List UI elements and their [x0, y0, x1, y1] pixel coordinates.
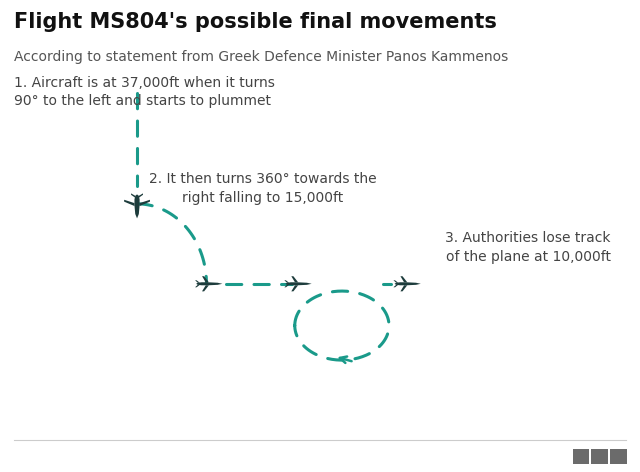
Polygon shape: [124, 200, 134, 206]
Text: 2. It then turns 360° towards the
right falling to 15,000ft: 2. It then turns 360° towards the right …: [148, 172, 376, 205]
Polygon shape: [195, 285, 200, 287]
Polygon shape: [131, 194, 135, 198]
Polygon shape: [394, 285, 398, 287]
Polygon shape: [401, 276, 407, 282]
Polygon shape: [195, 280, 200, 283]
Polygon shape: [394, 280, 398, 283]
Text: 1. Aircraft is at 37,000ft when it turns
90° to the left and starts to plummet: 1. Aircraft is at 37,000ft when it turns…: [14, 76, 275, 108]
Polygon shape: [395, 282, 420, 285]
Polygon shape: [401, 285, 407, 291]
Polygon shape: [284, 285, 289, 287]
Polygon shape: [202, 285, 209, 291]
Polygon shape: [291, 285, 298, 291]
Text: C: C: [614, 450, 623, 463]
Polygon shape: [196, 282, 222, 285]
Polygon shape: [134, 194, 140, 219]
Text: 3. Authorities lose track
of the plane at 10,000ft: 3. Authorities lose track of the plane a…: [445, 231, 611, 264]
Text: Flight MS804's possible final movements: Flight MS804's possible final movements: [14, 12, 497, 32]
Polygon shape: [291, 276, 298, 282]
Polygon shape: [202, 276, 209, 282]
Text: B: B: [577, 450, 586, 463]
Polygon shape: [285, 282, 312, 285]
Polygon shape: [139, 194, 143, 198]
Polygon shape: [284, 280, 289, 283]
Text: According to statement from Greek Defence Minister Panos Kammenos: According to statement from Greek Defenc…: [14, 50, 508, 64]
Text: B: B: [595, 450, 604, 463]
Polygon shape: [140, 200, 150, 206]
